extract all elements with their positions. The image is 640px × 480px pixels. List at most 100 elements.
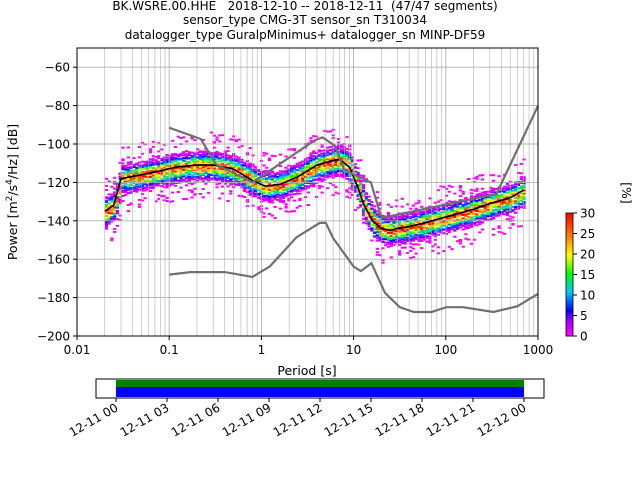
psd-cell bbox=[489, 219, 493, 221]
psd-cell bbox=[306, 204, 310, 206]
psd-cell bbox=[467, 238, 471, 241]
psd-cell bbox=[362, 205, 366, 208]
psd-cell bbox=[367, 198, 371, 201]
psd-cell bbox=[503, 209, 507, 212]
psd-cell bbox=[436, 217, 440, 220]
psd-cell bbox=[348, 174, 352, 177]
psd-cell bbox=[505, 193, 509, 196]
psd-cell bbox=[157, 164, 161, 167]
psd-cell bbox=[445, 232, 449, 235]
psd-cell bbox=[284, 210, 288, 213]
psd-cell bbox=[486, 208, 490, 211]
psd-cell bbox=[149, 190, 153, 193]
psd-cell bbox=[345, 150, 349, 153]
colorbar-label: [%] bbox=[619, 182, 634, 204]
psd-cell bbox=[456, 228, 460, 230]
psd-cell bbox=[511, 193, 515, 196]
psd-cell bbox=[315, 195, 319, 198]
psd-cell bbox=[359, 159, 363, 162]
psd-cell bbox=[215, 162, 219, 165]
psd-cell bbox=[392, 236, 396, 239]
psd-cell bbox=[237, 165, 241, 168]
psd-cell bbox=[439, 222, 443, 225]
colorbar-segment bbox=[566, 251, 573, 255]
psd-cell bbox=[406, 213, 410, 216]
psd-cell bbox=[115, 196, 119, 199]
psd-cell bbox=[129, 191, 133, 194]
psd-cell bbox=[137, 161, 142, 164]
psd-cell bbox=[480, 178, 485, 181]
x-axis-label: Period [s] bbox=[277, 363, 336, 378]
psd-cell bbox=[447, 231, 451, 234]
psd-cell bbox=[262, 198, 266, 201]
psd-cell bbox=[132, 186, 136, 189]
psd-cell bbox=[118, 200, 122, 203]
psd-cell bbox=[317, 150, 321, 153]
psd-cell bbox=[276, 186, 280, 189]
psd-cell bbox=[348, 143, 352, 146]
psd-cell bbox=[270, 196, 274, 199]
psd-cell bbox=[168, 164, 172, 167]
psd-cell bbox=[339, 157, 344, 160]
psd-cell bbox=[500, 200, 504, 203]
psd-cell bbox=[428, 197, 432, 200]
psd-cell bbox=[132, 177, 136, 180]
psd-cell bbox=[403, 221, 407, 224]
psd-cell bbox=[367, 225, 371, 228]
psd-cell bbox=[392, 239, 396, 242]
psd-cell bbox=[428, 230, 432, 233]
psd-cell bbox=[342, 157, 346, 160]
psd-cell bbox=[276, 175, 280, 178]
psd-cell bbox=[389, 217, 393, 220]
psd-cell bbox=[370, 227, 374, 230]
psd-cell bbox=[298, 184, 302, 187]
psd-cell bbox=[115, 182, 119, 185]
psd-cell bbox=[124, 169, 128, 172]
psd-cell bbox=[193, 152, 197, 155]
psd-cell bbox=[262, 199, 266, 202]
psd-cell bbox=[450, 248, 454, 251]
psd-cell bbox=[292, 193, 296, 196]
psd-cell bbox=[176, 179, 180, 182]
psd-cell bbox=[458, 217, 462, 220]
psd-cell bbox=[168, 154, 172, 157]
psd-cell bbox=[212, 154, 216, 157]
psd-cell bbox=[315, 172, 319, 175]
psd-cell bbox=[143, 167, 147, 170]
psd-cell bbox=[126, 174, 131, 177]
psd-cell bbox=[414, 243, 418, 246]
psd-cell bbox=[193, 169, 197, 172]
timeline-tick-label: 12-11 06 bbox=[169, 400, 223, 439]
psd-cell bbox=[414, 218, 418, 221]
psd-cell bbox=[298, 176, 302, 179]
psd-cell bbox=[171, 181, 175, 184]
psd-cell bbox=[334, 175, 338, 177]
psd-cell bbox=[480, 191, 485, 194]
psd-cell bbox=[121, 182, 125, 184]
psd-cell bbox=[256, 196, 261, 199]
psd-cell bbox=[492, 199, 496, 202]
psd-cell bbox=[279, 190, 283, 193]
psd-cell bbox=[126, 210, 131, 213]
psd-cell bbox=[229, 162, 233, 165]
psd-cell bbox=[262, 187, 266, 190]
psd-cell bbox=[162, 156, 166, 159]
psd-cell bbox=[425, 223, 429, 226]
psd-cell bbox=[469, 192, 474, 195]
psd-cell bbox=[362, 198, 366, 200]
psd-cell bbox=[168, 176, 172, 179]
psd-cell bbox=[378, 239, 382, 242]
psd-cell bbox=[511, 189, 515, 192]
psd-cell bbox=[251, 168, 255, 171]
psd-cell bbox=[301, 163, 305, 166]
psd-cell bbox=[392, 227, 396, 230]
psd-cell bbox=[420, 210, 424, 213]
psd-cell bbox=[442, 211, 446, 214]
psd-cell bbox=[469, 224, 474, 227]
psd-cell bbox=[146, 178, 150, 181]
psd-cell bbox=[248, 164, 252, 167]
psd-cell bbox=[486, 215, 490, 218]
psd-cell bbox=[201, 155, 205, 158]
psd-cell bbox=[143, 164, 147, 167]
psd-cell bbox=[240, 145, 244, 147]
